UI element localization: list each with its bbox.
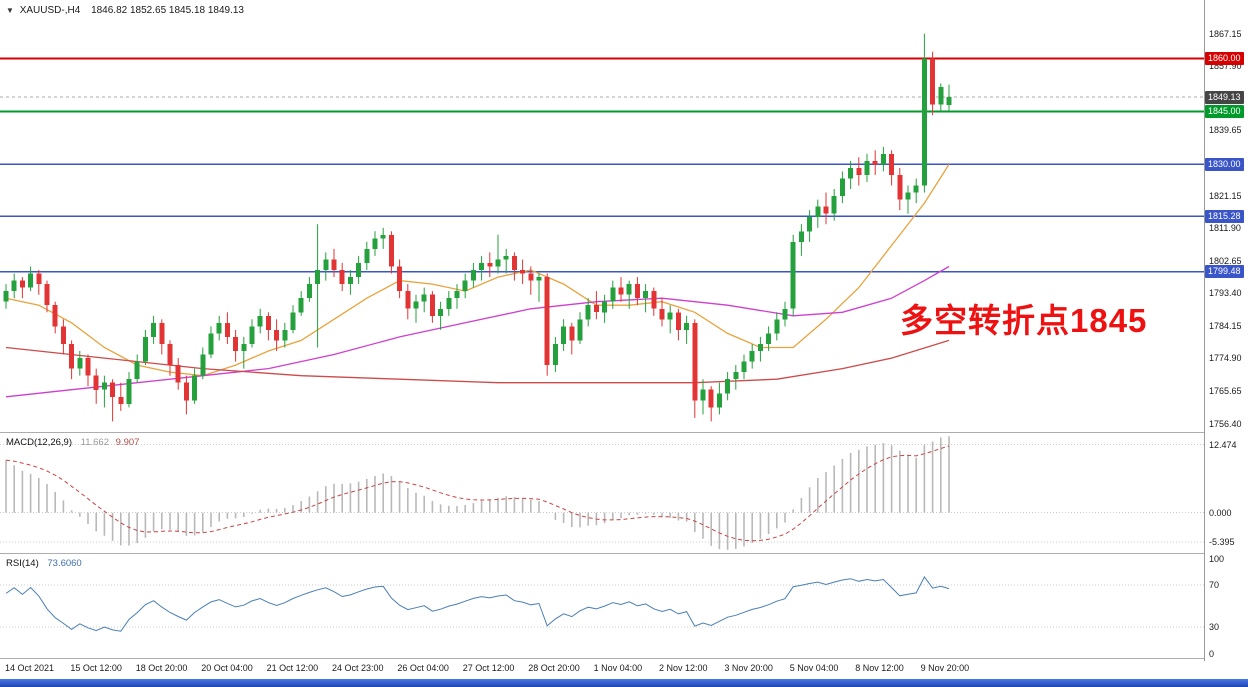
- rsi-axis-label: 70: [1209, 580, 1220, 591]
- rsi-indicator-label: RSI(14) 73.6060: [6, 558, 82, 569]
- time-axis-label: 27 Oct 12:00: [462, 663, 515, 673]
- macd-label-text: MACD(12,26,9): [6, 437, 72, 448]
- price-axis-tag: 1830.00: [1205, 157, 1244, 171]
- candlestick-plot[interactable]: [0, 20, 1204, 432]
- taskbar-strip: [0, 679, 1248, 687]
- price-axis-tag: 1815.28: [1205, 209, 1244, 223]
- price-axis-tag: 1799.48: [1205, 265, 1244, 279]
- chart-title: ▼ XAUUSD-,H4 1846.82 1852.65 1845.18 184…: [6, 5, 244, 16]
- macd-axis-label: 12.474: [1209, 439, 1237, 450]
- time-axis-label: 14 Oct 2021: [5, 663, 55, 673]
- macd-indicator-label: MACD(12,26,9) 11.662 9.907: [6, 437, 139, 448]
- rsi-plot[interactable]: [0, 554, 1204, 658]
- rsi-axis-label: 100: [1209, 554, 1225, 564]
- time-axis-label: 1 Nov 04:00: [593, 663, 643, 673]
- rsi-label-text: RSI(14): [6, 558, 39, 569]
- pane-separator: [0, 553, 1248, 554]
- annotation-text: 多空转折点1845: [900, 302, 1148, 339]
- time-axis-label: 18 Oct 20:00: [135, 663, 188, 673]
- time-axis-label: 28 Oct 20:00: [528, 663, 580, 673]
- pane-separator: [0, 432, 1248, 433]
- time-axis-label: 24 Oct 23:00: [332, 663, 384, 673]
- time-axis-label: 20 Oct 04:00: [201, 663, 253, 673]
- price-axis-label: 1793.40: [1209, 288, 1242, 299]
- macd-axis-label: 0.000: [1209, 507, 1232, 518]
- macd-signal-value: 9.907: [115, 437, 140, 448]
- price-axis-label: 1774.90: [1209, 353, 1242, 364]
- price-axis[interactable]: 1867.15 1857.90 1839.65 1821.15 1811.90 1802.…: [1204, 0, 1248, 661]
- symbol-dropdown-icon[interactable]: ▼: [6, 6, 14, 15]
- time-axis-label: 3 Nov 20:00: [724, 663, 773, 673]
- ohlc-values: 1846.82 1852.65 1845.18 1849.13: [91, 5, 244, 16]
- time-axis-label: 9 Nov 20:00: [920, 663, 970, 673]
- price-axis-label: 1802.65: [1209, 255, 1242, 266]
- price-axis-label: 1784.15: [1209, 320, 1242, 331]
- macd-main-value: 11.662: [80, 437, 109, 448]
- rsi-axis-label: 0: [1209, 649, 1215, 659]
- price-axis-label: 1811.90: [1209, 223, 1241, 234]
- price-axis-label: 1756.40: [1209, 418, 1242, 429]
- symbol-period-label: XAUUSD-,H4: [19, 5, 81, 16]
- price-axis-tag: 1849.13: [1205, 90, 1244, 104]
- rsi-value: 73.6060: [47, 558, 82, 569]
- time-axis-label: 21 Oct 12:00: [266, 663, 319, 673]
- rsi-axis-label: 30: [1209, 621, 1220, 632]
- price-axis-label: 1867.15: [1209, 28, 1242, 39]
- price-axis-label: 1857.90: [1209, 61, 1242, 72]
- time-axis-label: 15 Oct 12:00: [70, 663, 122, 673]
- price-axis-label: 1765.65: [1209, 385, 1242, 396]
- price-axis-label: 1839.65: [1209, 125, 1242, 136]
- macd-axis-label: -5.395: [1209, 537, 1235, 548]
- pane-separator: [0, 658, 1248, 659]
- price-axis-tag: 1845.00: [1205, 105, 1244, 119]
- time-axis-label: 8 Nov 12:00: [855, 663, 904, 673]
- time-axis-label: 2 Nov 12:00: [659, 663, 708, 673]
- time-axis[interactable]: 14 Oct 2021 15 Oct 12:00 18 Oct 20:00 20 Oc…: [0, 663, 1204, 678]
- price-axis-label: 1821.15: [1209, 190, 1242, 201]
- price-axis-tag: 1860.00: [1205, 52, 1244, 66]
- time-axis-label: 5 Nov 04:00: [789, 663, 839, 673]
- time-axis-label: 26 Oct 04:00: [397, 663, 449, 673]
- macd-plot[interactable]: [0, 433, 1204, 553]
